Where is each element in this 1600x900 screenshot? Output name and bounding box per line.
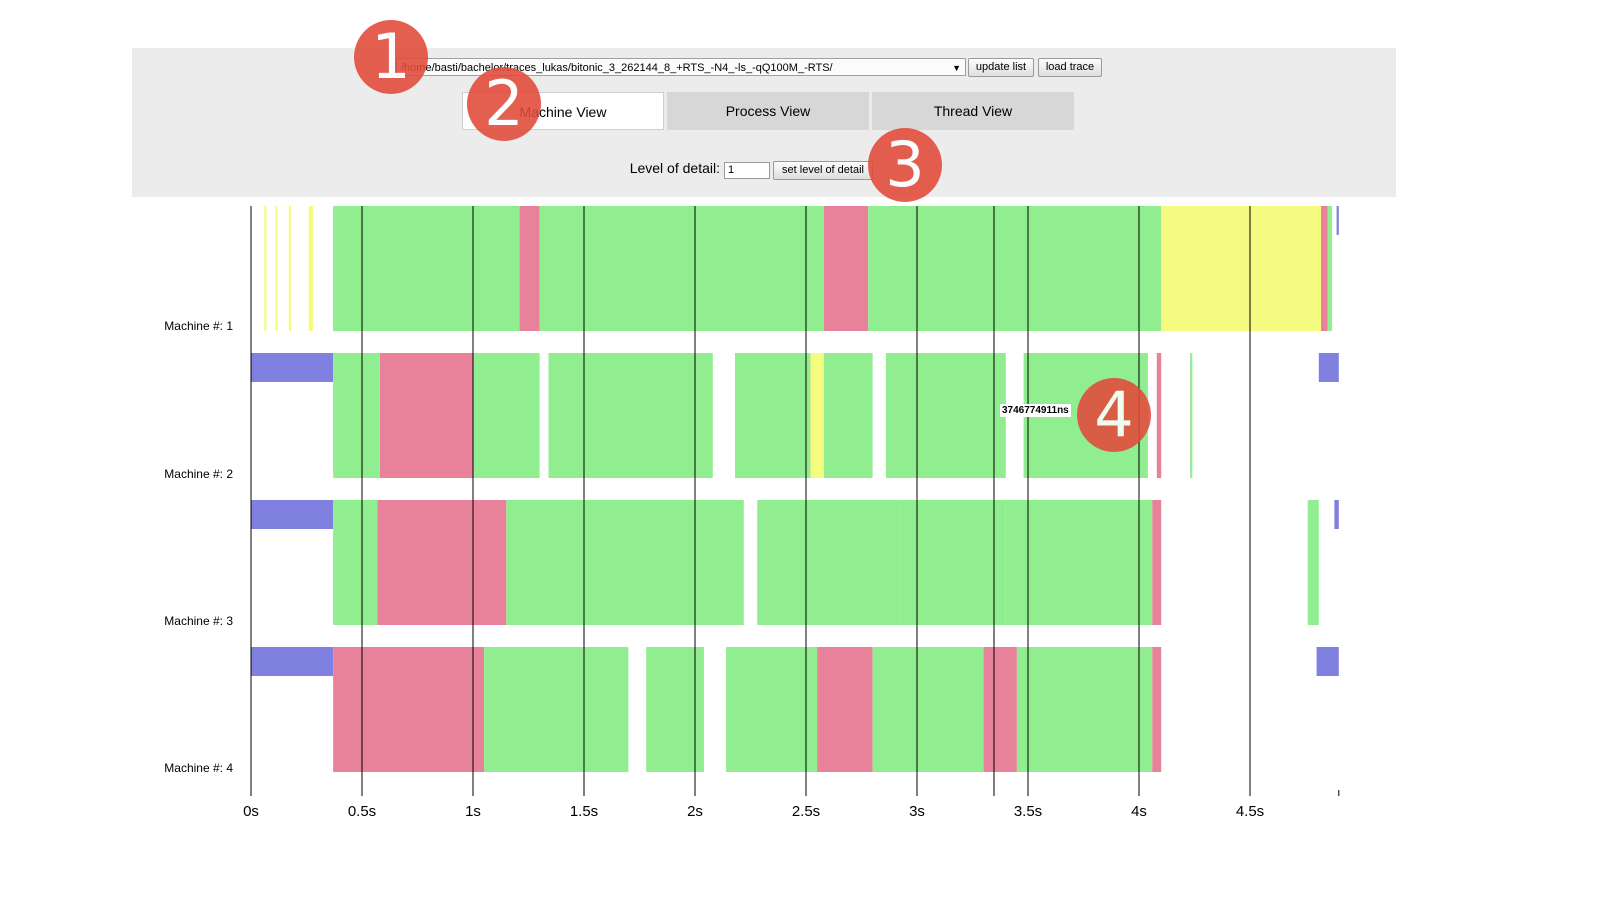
annotation-badge-1: 1 [354, 20, 428, 94]
x-tick-label-7: 3.5s [1014, 803, 1042, 820]
segment-m2-8 [885, 353, 1006, 478]
set-lod-button[interactable]: set level of detail [773, 161, 873, 180]
segment-m1-9 [1161, 206, 1321, 331]
segment-m1-3 [308, 206, 314, 331]
x-tick-label-8: 4s [1131, 803, 1147, 820]
segment-m3-1 [333, 500, 378, 625]
annotation-badge-4: 4 [1077, 378, 1151, 452]
segment-m3-5 [899, 500, 1006, 625]
segment-m2-7 [823, 353, 873, 478]
segment-m3-3 [506, 500, 744, 625]
segment-m3-2 [377, 500, 507, 625]
row-label-4: Machine #: 4 [164, 761, 233, 775]
segment-m2-5 [735, 353, 811, 478]
segment-m4-3 [646, 647, 704, 772]
segment-m3-6 [1005, 500, 1153, 625]
segment-m4-6 [872, 647, 984, 772]
segment-m2-2 [379, 353, 473, 478]
x-tick-label-1: 0.5s [348, 803, 376, 820]
x-tick-label-5: 2.5s [792, 803, 820, 820]
hover-time-label: 3746774911ns [1000, 404, 1071, 417]
lod-input[interactable]: 1 [724, 162, 770, 179]
segment-m1-0 [264, 206, 267, 331]
segment-m2-10 [1156, 353, 1162, 478]
x-tick-label-6: 3s [909, 803, 925, 820]
dropdown-arrow-icon: ▼ [952, 63, 961, 73]
x-tick-label-4: 2s [687, 803, 703, 820]
segment-m4-9 [1152, 647, 1162, 772]
segment-m4-8 [1016, 647, 1153, 772]
tab-thread-view[interactable]: Thread View [872, 92, 1074, 130]
segment-m4-7 [983, 647, 1017, 772]
segment-m4-1 [333, 647, 485, 772]
segment-m2-1 [333, 353, 380, 478]
segment-m1-10 [1321, 206, 1328, 331]
segment-m4-0 [251, 647, 334, 676]
load-trace-button[interactable]: load trace [1038, 58, 1102, 77]
segment-m1-7 [823, 206, 869, 331]
tab-process-view[interactable]: Process View [667, 92, 869, 130]
row-label-3: Machine #: 3 [164, 614, 233, 628]
segment-m1-4 [333, 206, 520, 331]
update-list-button[interactable]: update list [968, 58, 1034, 77]
segment-m3-7 [1152, 500, 1162, 625]
segment-m4-5 [817, 647, 873, 772]
x-tick-label-0: 0s [243, 803, 259, 820]
segment-m1-5 [519, 206, 540, 331]
segment-m1-2 [288, 206, 291, 331]
segment-m3-0 [251, 500, 334, 529]
x-tick-label-3: 1.5s [570, 803, 598, 820]
trace-select[interactable]: /home/basti/bachelor/traces_lukas/bitoni… [396, 58, 966, 76]
x-tick-label-2: 1s [465, 803, 481, 820]
segment-m2-0 [251, 353, 334, 382]
segment-m1-1 [275, 206, 278, 331]
x-tick-label-9: 4.5s [1236, 803, 1264, 820]
row-label-1: Machine #: 1 [164, 319, 233, 333]
segment-m2-3 [473, 353, 540, 478]
segment-m3-9 [1334, 500, 1339, 529]
annotation-badge-3: 3 [868, 128, 942, 202]
lod-label: Level of detail: [629, 160, 720, 176]
segment-m2-6 [810, 353, 824, 478]
segment-m1-11 [1327, 206, 1333, 331]
segment-m2-12 [1318, 353, 1339, 382]
segment-m4-2 [484, 647, 629, 772]
segment-m4-10 [1316, 647, 1339, 676]
segment-m3-8 [1307, 500, 1319, 625]
segment-m3-4 [757, 500, 900, 625]
segment-m4-4 [726, 647, 818, 772]
segment-m2-4 [548, 353, 713, 478]
segment-m1-6 [539, 206, 824, 331]
segment-m1-8 [868, 206, 1162, 331]
segment-m1-12 [1336, 206, 1339, 235]
segment-m2-11 [1190, 353, 1193, 478]
row-label-2: Machine #: 2 [164, 467, 233, 481]
annotation-badge-2: 2 [467, 67, 541, 141]
